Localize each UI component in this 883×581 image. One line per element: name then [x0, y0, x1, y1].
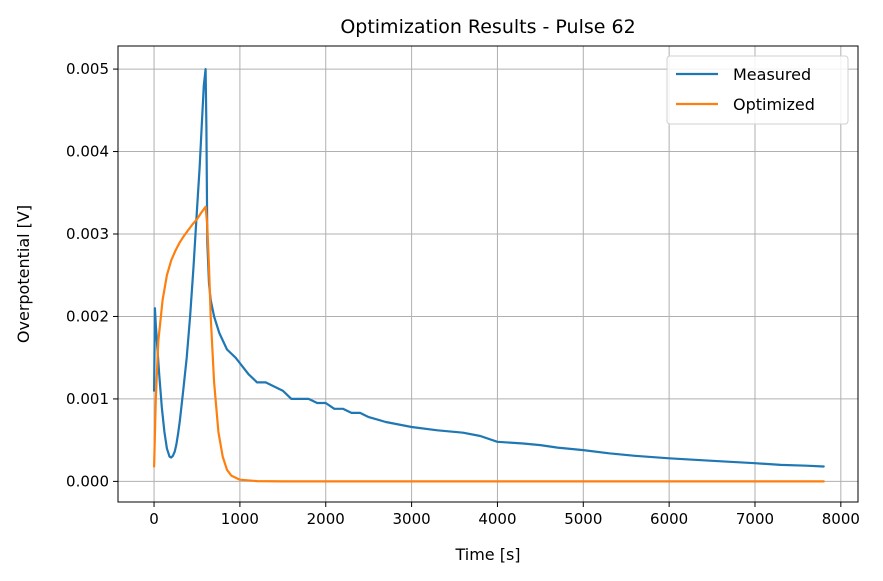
x-tick-label: 2000: [307, 510, 345, 528]
x-tick-label: 3000: [393, 510, 431, 528]
y-tick-label: 0.005: [66, 60, 109, 78]
x-tick-label: 1000: [221, 510, 259, 528]
x-tick-label: 5000: [564, 510, 602, 528]
y-tick-label: 0.000: [66, 472, 109, 490]
y-axis-title: Overpotential [V]: [14, 205, 33, 343]
chart-title: Optimization Results - Pulse 62: [340, 16, 635, 38]
x-tick-label: 0: [149, 510, 159, 528]
x-tick-label: 6000: [650, 510, 688, 528]
series-line-optimized: [153, 205, 825, 483]
x-axis-title: Time [s]: [454, 545, 520, 564]
x-tick-label: 8000: [822, 510, 860, 528]
y-tick-label: 0.002: [66, 307, 109, 325]
y-tick-label: 0.004: [66, 143, 109, 161]
legend: Measured Optimized: [666, 55, 849, 125]
series-line-measured: [153, 68, 825, 468]
x-tick-label: 4000: [478, 510, 516, 528]
plot-frame: [117, 45, 859, 503]
y-axis: 0.000 0.001 0.002 0.003 0.004 0.005: [66, 60, 118, 490]
x-axis: 0 1000 2000 3000 4000 5000 6000 7000 8000: [149, 502, 860, 528]
legend-label-measured: Measured: [733, 65, 811, 84]
y-tick-label: 0.001: [66, 390, 109, 408]
y-tick-label: 0.003: [66, 225, 109, 243]
legend-label-optimized: Optimized: [733, 95, 815, 114]
x-tick-label: 7000: [736, 510, 774, 528]
plot-lines: [153, 68, 825, 483]
